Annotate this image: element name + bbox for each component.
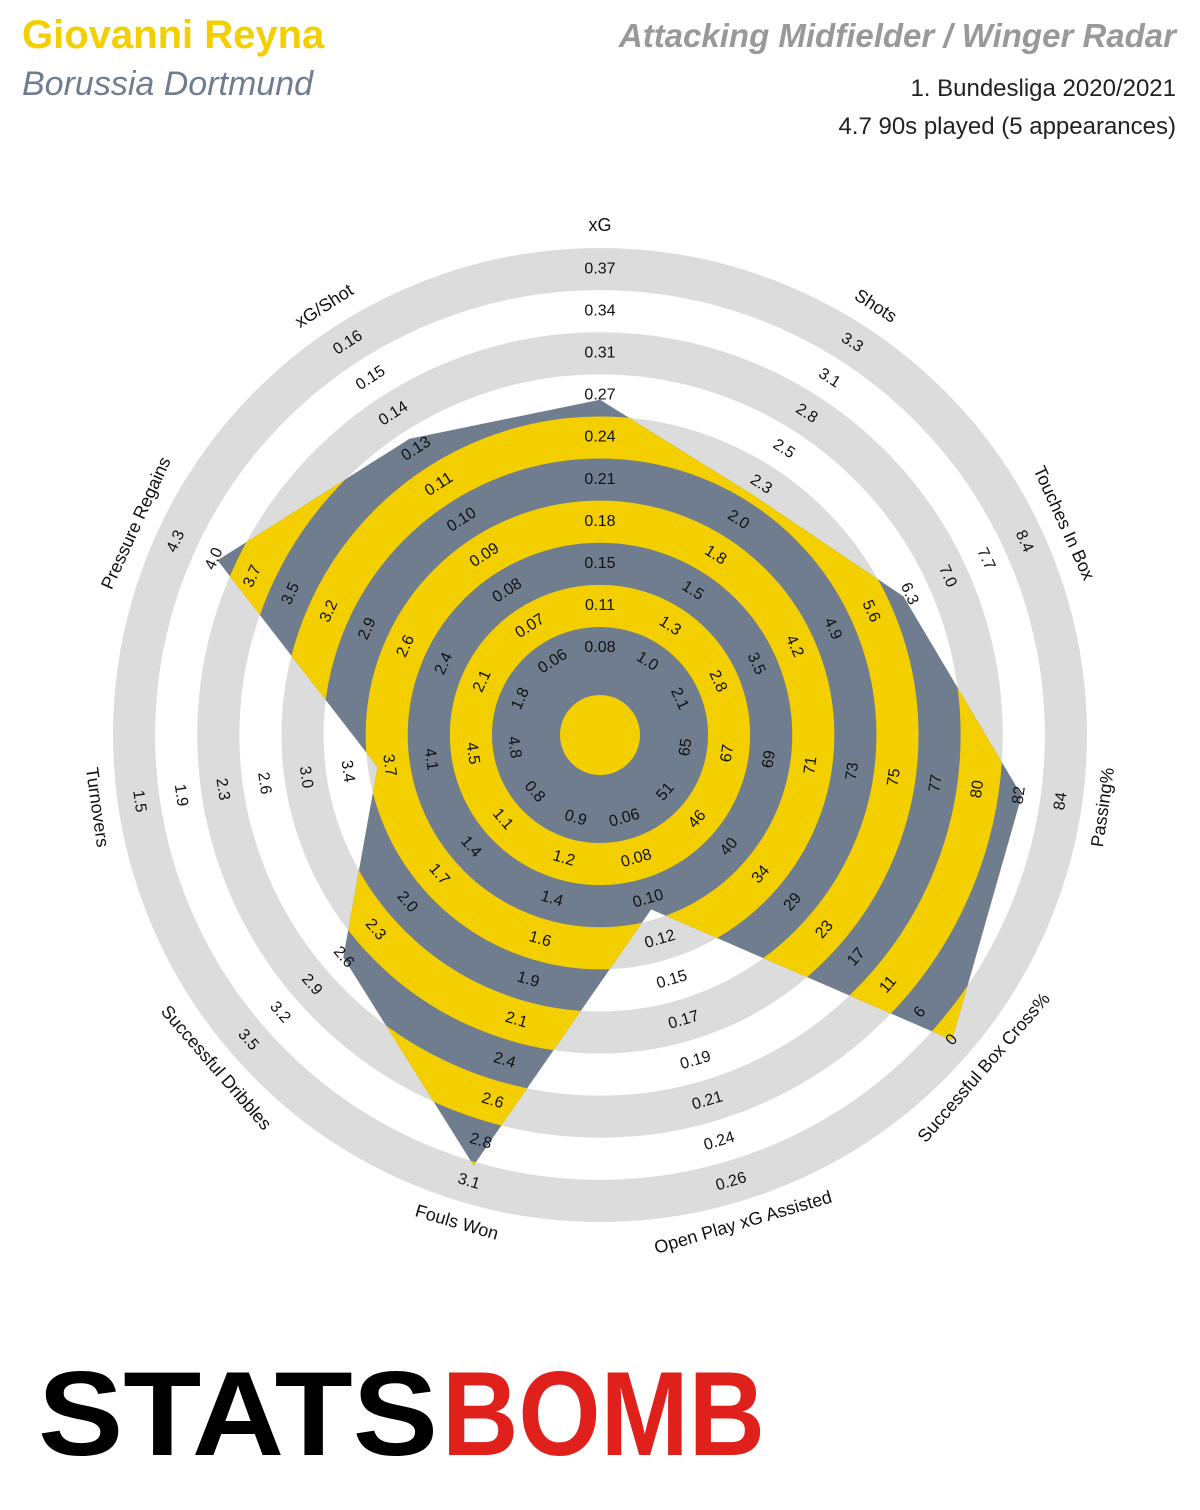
team-name: Borussia Dortmund xyxy=(22,65,314,103)
tick-label: 67 xyxy=(718,743,737,763)
tick-label: 3.7 xyxy=(379,753,399,778)
tick-label: 3.0 xyxy=(296,765,316,790)
tick-label: 2.6 xyxy=(254,771,274,796)
tick-label: 0.21 xyxy=(584,471,615,488)
tick-label: 2.3 xyxy=(212,777,232,802)
band xyxy=(449,584,751,886)
radar: 0.08 0.11 0.15 0.18 0.21 0.24 0.27 0.31 0.34 0.37… xyxy=(82,215,1118,1258)
tick-label: 0.18 xyxy=(584,513,615,530)
tick-label: 0.24 xyxy=(584,429,615,446)
tick-label: 4.5 xyxy=(462,741,482,766)
tick-label: 7.7 xyxy=(973,545,998,572)
tick-label: 0.9 xyxy=(562,807,588,830)
tick-label: 65 xyxy=(676,737,695,757)
tick-label: 0.15 xyxy=(584,555,615,572)
axis-label: Shots xyxy=(851,285,901,327)
tick-label: 3.1 xyxy=(815,365,843,391)
tick-label: 69 xyxy=(759,749,778,769)
tick-label: 84 xyxy=(1051,791,1070,811)
tick-label: 0.15 xyxy=(655,967,690,992)
tick-label: 0.34 xyxy=(584,302,615,319)
logo-right: BOMB xyxy=(442,1347,765,1481)
tick-label: 2.8 xyxy=(468,1130,494,1153)
tick-label: 4.8 xyxy=(504,735,524,760)
tick-label: 3.1 xyxy=(456,1170,482,1193)
tick-label: 75 xyxy=(885,767,904,787)
chart-title: Attacking Midfielder / Winger Radar xyxy=(618,17,1178,54)
tick-label: 0.15 xyxy=(353,363,388,394)
minutes: 4.7 90s played (5 appearances) xyxy=(838,113,1176,140)
tick-label: 0.27 xyxy=(584,387,615,404)
tick-label: 80 xyxy=(968,779,987,799)
tick-label: 0.08 xyxy=(584,639,615,656)
axis-label: Passing% xyxy=(1087,766,1118,848)
tick-label: 82 xyxy=(1010,785,1029,805)
tick-label: 2.4 xyxy=(491,1049,517,1072)
tick-label: 3.2 xyxy=(266,998,293,1026)
tick-label: 1.6 xyxy=(527,928,553,951)
tick-label: 73 xyxy=(843,761,862,781)
axis-label: Turnovers xyxy=(82,766,113,848)
axis-label: xG xyxy=(588,215,611,235)
player-name: Giovanni Reyna xyxy=(22,13,325,57)
tick-label: 2.5 xyxy=(770,436,798,462)
tick-label: 1.5 xyxy=(129,789,149,814)
band xyxy=(365,500,835,970)
tick-label: 0.11 xyxy=(585,597,615,614)
tick-label: 77 xyxy=(926,773,945,793)
logo-left: STATS xyxy=(38,1347,438,1481)
tick-label: 0.31 xyxy=(584,345,615,362)
tick-label: 1.9 xyxy=(171,783,191,808)
tick-label: 3.4 xyxy=(337,759,357,784)
center-band xyxy=(560,695,640,775)
tick-label: 0.19 xyxy=(678,1048,713,1073)
tick-label: 2.6 xyxy=(479,1090,505,1113)
tick-label: 1.2 xyxy=(551,847,577,870)
competition: 1. Bundesliga 2020/2021 xyxy=(910,75,1176,102)
tick-label: 1.4 xyxy=(539,888,565,911)
tick-label: 0.24 xyxy=(702,1129,737,1154)
tick-label: 2.1 xyxy=(503,1009,529,1032)
tick-label: 4.0 xyxy=(202,545,227,572)
tick-label: 0.37 xyxy=(584,260,615,277)
tick-label: 71 xyxy=(801,755,820,775)
tick-label: 4.1 xyxy=(421,747,441,772)
ring xyxy=(113,248,1087,1222)
tick-label: 1.9 xyxy=(515,968,541,991)
